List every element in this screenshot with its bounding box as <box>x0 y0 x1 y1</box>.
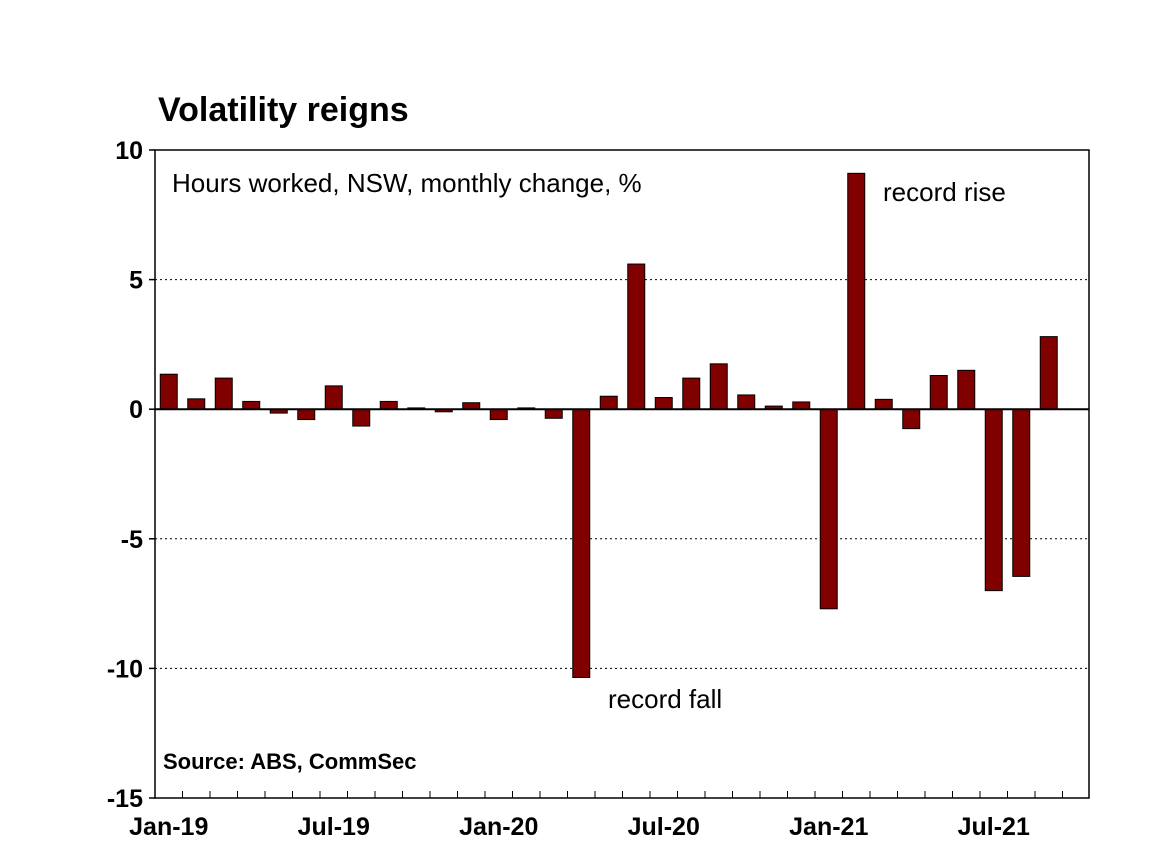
bar-Sep-20 <box>709 363 728 410</box>
bar-Jan-20 <box>489 408 508 421</box>
bar-Sep-21 <box>1039 336 1058 410</box>
y-tick-label: -15 <box>107 785 143 813</box>
x-tick-label: Jul-21 <box>958 813 1030 841</box>
y-tick-label: -5 <box>121 526 143 554</box>
y-tick-label: 10 <box>115 137 143 165</box>
x-axis-ticks: Jan-19 Jul-19 Jan-20 Jul-20 Jan-21 Jul-21 <box>129 791 1063 841</box>
bar-Sep-19 <box>379 400 398 410</box>
annotation-record-fall: record fall <box>608 684 722 714</box>
bars <box>159 172 1058 678</box>
bar-Aug-21 <box>1012 408 1031 577</box>
grid-lines <box>155 279 1089 669</box>
x-tick-label: Jan-19 <box>129 813 208 841</box>
bar-Jul-21 <box>984 408 1003 592</box>
x-tick-label: Jan-20 <box>459 813 538 841</box>
annotation-record-rise: record rise <box>883 177 1006 207</box>
bar-May-21 <box>929 375 948 410</box>
bar-Feb-19 <box>187 398 206 410</box>
bar-Jul-20 <box>654 397 673 410</box>
bar-Feb-21 <box>847 172 866 410</box>
bar-Aug-20 <box>682 377 701 410</box>
bar-Jan-21 <box>819 408 838 610</box>
y-tick-label: 5 <box>129 267 143 295</box>
bar-Mar-21 <box>874 398 893 410</box>
bar-Apr-19 <box>242 400 261 410</box>
bar-Apr-21 <box>902 408 921 430</box>
bar-Mar-20 <box>544 408 563 419</box>
bar-Jan-19 <box>159 373 178 410</box>
bar-Apr-20 <box>572 408 591 678</box>
bar-Mar-19 <box>214 377 233 410</box>
y-axis-ticks: 10 5 0 -5 -10 -15 <box>107 137 155 813</box>
x-tick-label: Jan-21 <box>789 813 868 841</box>
y-tick-label: 0 <box>129 396 143 424</box>
x-tick-label: Jul-20 <box>628 813 700 841</box>
bar-Jun-19 <box>297 408 316 421</box>
bar-Oct-20 <box>737 394 756 410</box>
x-tick-label: Jul-19 <box>298 813 370 841</box>
chart-subtitle: Hours worked, NSW, monthly change, % <box>172 168 642 198</box>
bar-Aug-19 <box>352 408 371 427</box>
source-note: Source: ABS, CommSec <box>163 749 416 774</box>
bar-Jul-19 <box>324 385 343 410</box>
y-tick-label: -10 <box>107 655 143 683</box>
bar-May-20 <box>599 395 618 410</box>
chart-title: Volatility reigns <box>158 91 409 129</box>
bar-Jun-20 <box>627 263 646 410</box>
bar-Dec-20 <box>792 401 811 410</box>
bar-Jun-21 <box>957 369 976 410</box>
